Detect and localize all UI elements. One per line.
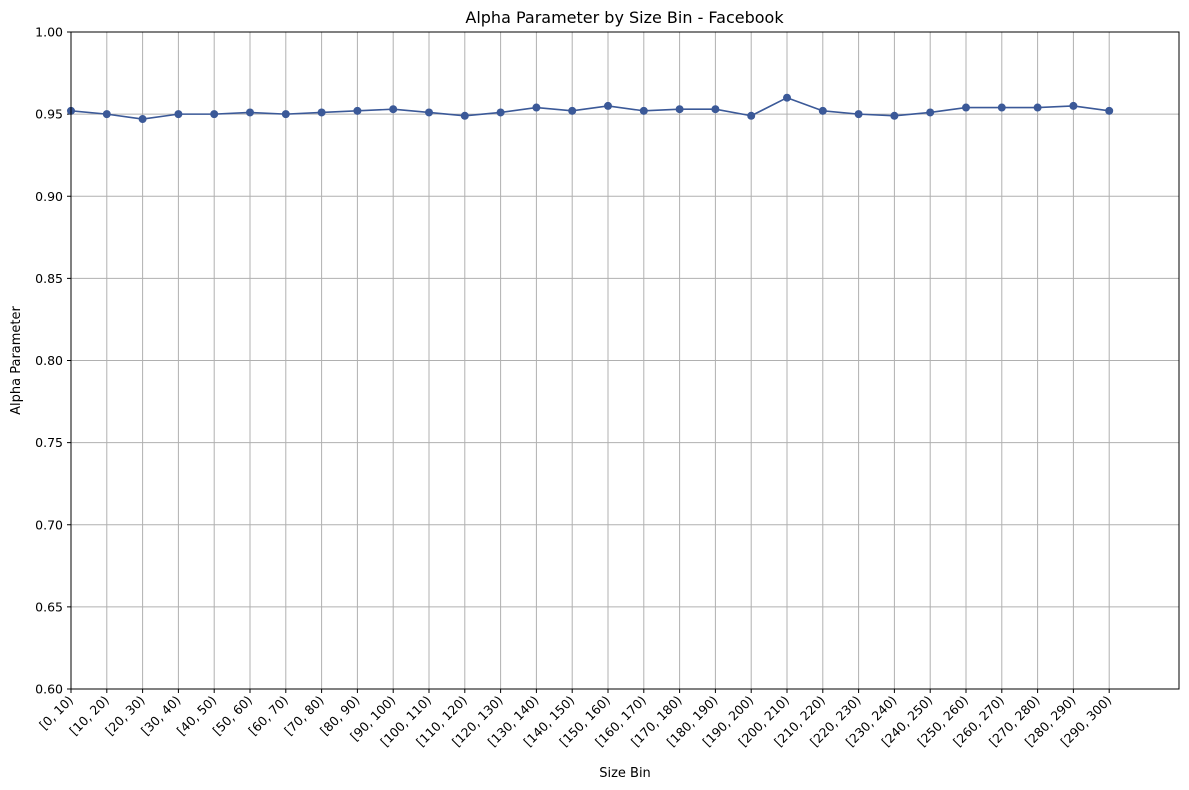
y-tick-label: 0.85 bbox=[35, 271, 63, 286]
data-point bbox=[890, 111, 899, 120]
data-point bbox=[926, 108, 935, 117]
data-point bbox=[532, 103, 541, 112]
data-point bbox=[711, 105, 720, 114]
plot-frame bbox=[70, 31, 1180, 690]
data-point bbox=[138, 115, 147, 124]
data-point bbox=[639, 106, 648, 115]
y-tick-label: 0.60 bbox=[35, 682, 63, 697]
data-point bbox=[997, 103, 1006, 112]
y-tick-label: 0.70 bbox=[35, 517, 63, 532]
data-point bbox=[460, 111, 469, 120]
x-axis-label: Size Bin bbox=[599, 766, 651, 781]
y-tick-label: 0.80 bbox=[35, 353, 63, 368]
data-point bbox=[281, 110, 290, 119]
y-tick-label: 0.95 bbox=[35, 107, 63, 122]
data-point bbox=[962, 103, 970, 112]
data-point bbox=[747, 111, 756, 120]
data-point bbox=[568, 106, 577, 115]
data-point bbox=[496, 108, 505, 117]
data-point bbox=[854, 110, 863, 119]
data-point bbox=[317, 108, 326, 117]
series-layer bbox=[67, 93, 1114, 124]
data-point bbox=[783, 93, 791, 102]
data-point bbox=[246, 108, 254, 117]
data-point bbox=[353, 106, 362, 115]
y-tick-label: 0.90 bbox=[35, 189, 63, 204]
y-tick-label: 1.00 bbox=[35, 25, 63, 40]
data-point bbox=[425, 108, 433, 117]
data-point bbox=[1105, 106, 1114, 115]
data-point bbox=[1033, 103, 1042, 112]
series-line bbox=[70, 96, 1110, 120]
y-tick-label: 0.75 bbox=[35, 435, 63, 450]
y-axis-ticks: 0.60 0.65 0.70 0.75 0.80 0.85 0.90 0.95 1.00 bbox=[35, 25, 71, 697]
y-axis-label: Alpha Parameter bbox=[9, 305, 24, 414]
data-point bbox=[604, 101, 612, 110]
chart-title: Alpha Parameter by Size Bin - Facebook bbox=[465, 8, 784, 27]
data-point bbox=[210, 110, 219, 119]
data-point bbox=[102, 110, 111, 119]
data-point bbox=[389, 105, 398, 114]
data-point bbox=[1069, 101, 1078, 110]
data-point bbox=[675, 105, 684, 114]
data-point bbox=[818, 106, 827, 115]
y-tick-label: 0.65 bbox=[35, 599, 63, 614]
data-point bbox=[174, 110, 183, 119]
